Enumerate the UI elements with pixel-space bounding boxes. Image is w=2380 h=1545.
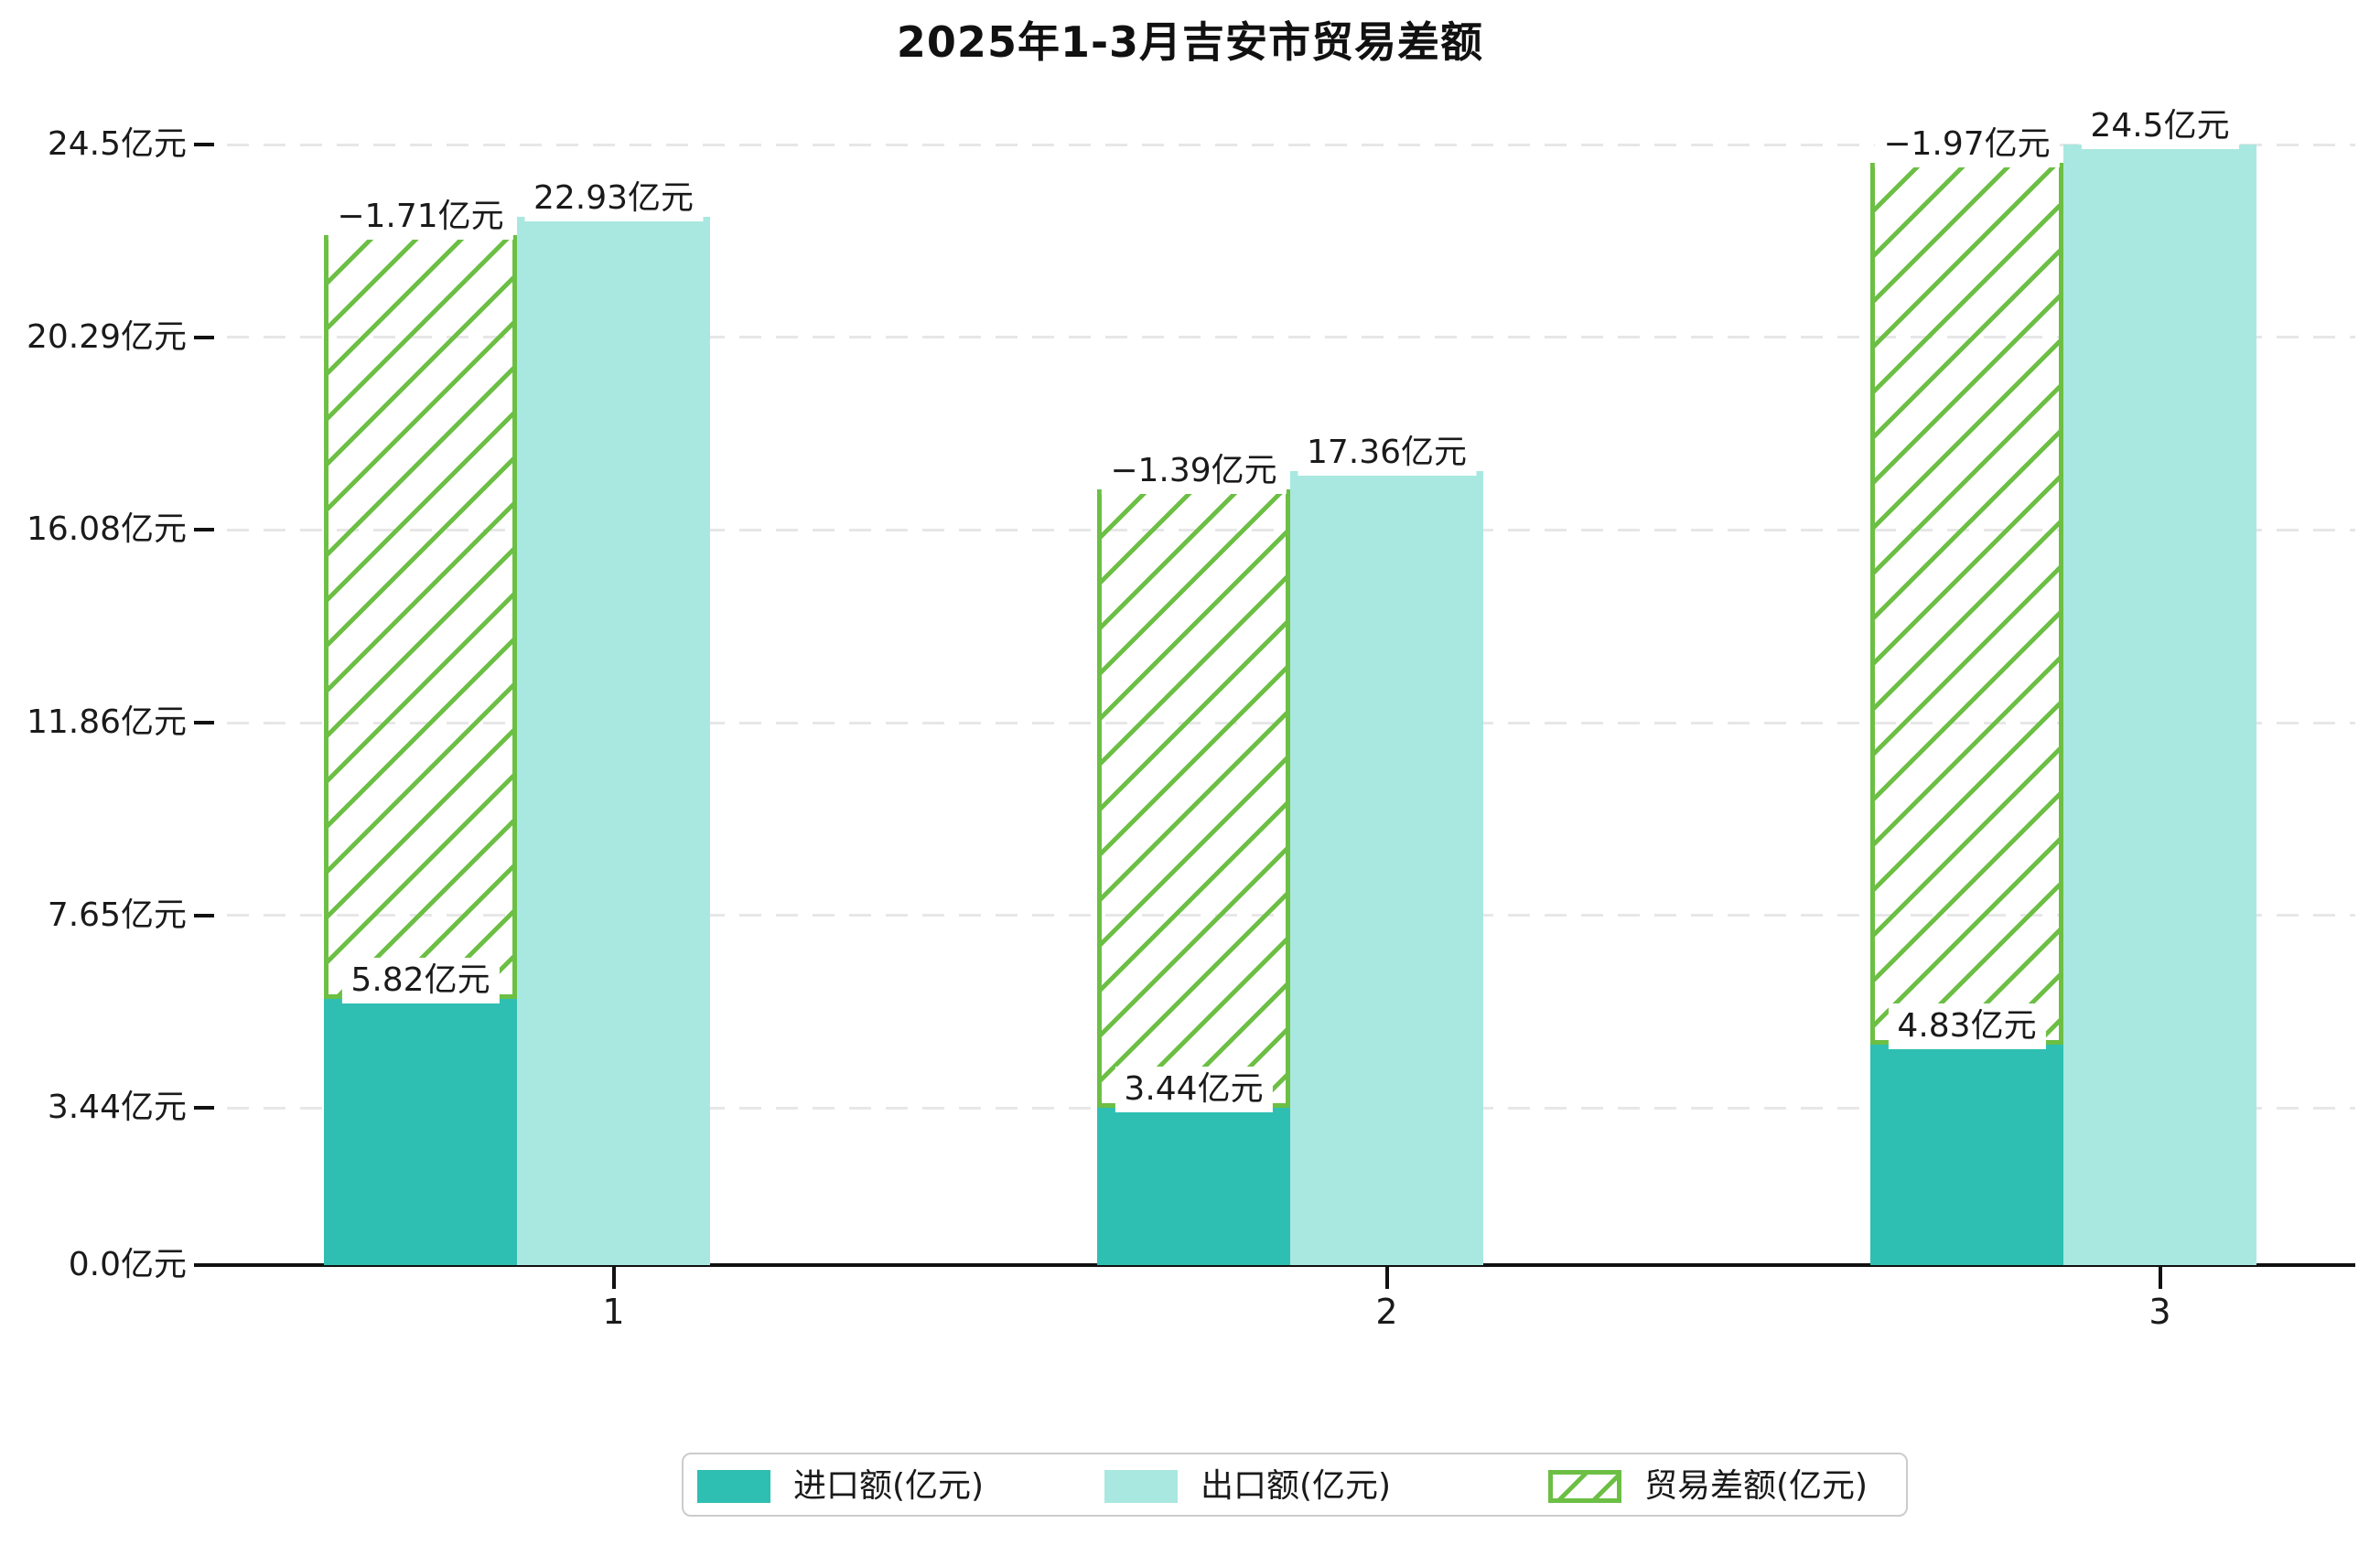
chart-title: 2025年1-3月吉安市贸易差额: [896, 17, 1484, 67]
x-axis-tick: [2158, 1267, 2162, 1289]
y-axis-tick: [194, 913, 214, 917]
x-axis-tick-label: 2: [1375, 1292, 1398, 1332]
y-axis-tick-label: 16.08亿元: [26, 510, 187, 548]
y-axis-tick-label: 0.0亿元: [68, 1246, 187, 1283]
trade-balance-value-label: −1.39亿元: [1101, 448, 1287, 494]
bar-export: [517, 216, 710, 1265]
import-value-label: 3.44亿元: [1115, 1067, 1273, 1112]
bar-export: [1290, 471, 1483, 1265]
bar-trade-balance-hatched: [324, 234, 517, 999]
gridline: [227, 336, 2355, 338]
legend-swatch-import: [697, 1470, 770, 1503]
trade-balance-value-label: −1.97亿元: [1874, 122, 2060, 167]
x-axis-tick: [1384, 1267, 1389, 1289]
y-axis-tick: [194, 1106, 214, 1110]
legend: 进口额(亿元) 出口额(亿元) 贸易差额(亿元): [682, 1453, 1908, 1517]
export-value-label: 17.36亿元: [1297, 430, 1477, 476]
legend-swatch-export: [1104, 1470, 1178, 1503]
gridline: [227, 143, 2355, 146]
y-axis-tick: [194, 528, 214, 531]
x-axis-tick-label: 1: [602, 1292, 625, 1332]
y-axis-tick-label: 7.65亿元: [47, 896, 187, 934]
export-value-label: 24.5亿元: [2081, 103, 2239, 149]
y-axis-tick: [194, 721, 214, 724]
y-axis-tick-label: 20.29亿元: [26, 317, 187, 356]
bar-trade-balance-hatched: [1870, 163, 2063, 1045]
bar-import: [324, 999, 517, 1265]
bar-import: [1870, 1044, 2063, 1265]
y-axis-tick-label: 11.86亿元: [26, 703, 187, 741]
bar-import: [1097, 1108, 1290, 1265]
x-axis-tick: [611, 1267, 616, 1289]
y-axis-tick: [194, 335, 214, 339]
legend-label-import: 进口额(亿元): [793, 1467, 985, 1505]
y-axis-tick: [194, 1263, 214, 1267]
y-axis-tick-label: 3.44亿元: [47, 1089, 187, 1126]
y-axis-tick-label: 24.5亿元: [47, 125, 187, 163]
export-value-label: 22.93亿元: [523, 175, 704, 221]
legend-swatch-trade-balance: [1548, 1470, 1621, 1503]
x-axis-tick-label: 3: [2148, 1292, 2171, 1332]
import-value-label: 5.82亿元: [341, 958, 500, 1003]
legend-label-export: 出口额(亿元): [1201, 1467, 1392, 1505]
legend-label-trade-balance: 贸易差额(亿元): [1644, 1467, 1868, 1505]
bar-export: [2063, 145, 2256, 1265]
y-axis-tick: [194, 143, 214, 146]
import-value-label: 4.83亿元: [1888, 1003, 2046, 1049]
bar-trade-balance-hatched: [1097, 489, 1290, 1108]
trade-balance-value-label: −1.71亿元: [328, 193, 513, 240]
x-axis-line: [214, 1263, 2355, 1267]
